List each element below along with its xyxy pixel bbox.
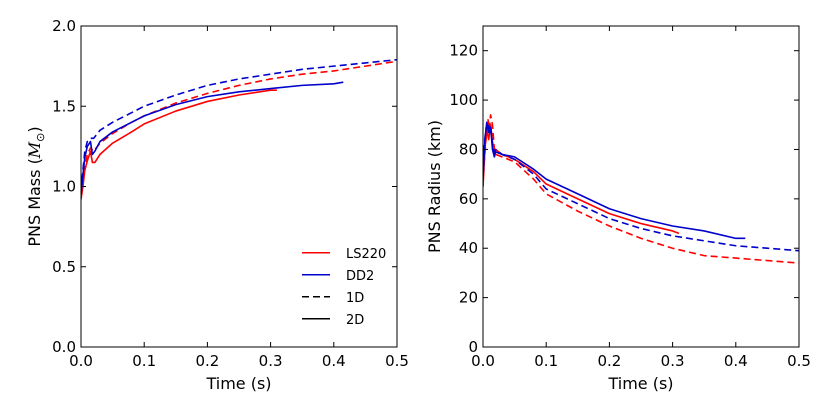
y-axis-label-subscript: ⊙ xyxy=(34,133,47,142)
x-axis-label: Time (s) xyxy=(205,374,271,393)
mass-panel: 0.0 0.1 0.2 0.3 0.4 0.5 0.0 0.5 1.0 1.5 2.0 Time (s… xyxy=(25,17,409,393)
x-tick-label: 0.1 xyxy=(534,352,558,370)
series-line-ls220-2d xyxy=(81,89,277,200)
y-tick-label: 0.0 xyxy=(52,338,76,356)
y-axis-label-symbol: M xyxy=(25,141,44,159)
y-axis-label-close: ) xyxy=(25,126,44,132)
series-line-dd2-2d xyxy=(483,121,746,240)
y-tick-label: 2.0 xyxy=(52,17,76,35)
x-tick-label: 0.0 xyxy=(69,352,93,370)
series-line-dd2-2d xyxy=(81,81,344,195)
y-tick-label: 0 xyxy=(468,338,478,356)
series-group xyxy=(483,114,799,264)
y-tick-label: 0.5 xyxy=(52,258,76,276)
series-group xyxy=(81,58,397,200)
radius-panel: 0.0 0.1 0.2 0.3 0.4 0.5 0 20 40 60 80 100 120 Time (s… xyxy=(425,25,811,393)
y-axis-label: PNS Mass (M⊙) xyxy=(25,126,47,246)
legend-label-ls220: LS220 xyxy=(346,247,386,262)
x-axis-label: Time (s) xyxy=(607,374,673,393)
y-tick-label: 1.5 xyxy=(52,97,76,115)
x-tick-label: 0.0 xyxy=(471,352,495,370)
x-tick-label: 0.2 xyxy=(195,352,219,370)
legend: LS220 DD2 1D 2D xyxy=(302,247,386,328)
y-tick-label: 120 xyxy=(449,42,478,60)
y-tick-label: 1.0 xyxy=(52,178,76,196)
series-line-ls220-1d xyxy=(81,60,397,195)
series-line-dd2-1d xyxy=(483,121,799,252)
y-tick-label: 20 xyxy=(459,289,478,307)
x-tick-label: 0.5 xyxy=(787,352,811,370)
x-tick-label: 0.5 xyxy=(385,352,409,370)
x-tick-label: 0.4 xyxy=(724,352,748,370)
series-line-ls220-2d xyxy=(483,123,680,235)
x-tick-label: 0.4 xyxy=(322,352,346,370)
x-tick-label: 0.1 xyxy=(132,352,156,370)
legend-label-1d: 1D xyxy=(346,291,364,306)
legend-label-dd2: DD2 xyxy=(346,269,374,284)
y-tick-label: 40 xyxy=(459,239,478,257)
series-line-dd2-1d xyxy=(81,58,397,192)
y-axis-label: PNS Radius (km) xyxy=(425,120,444,253)
x-tick-label: 0.3 xyxy=(259,352,283,370)
y-tick-label: 60 xyxy=(459,190,478,208)
y-tick-label: 80 xyxy=(459,140,478,158)
y-axis-label-text: PNS Mass ( xyxy=(25,158,44,246)
x-tick-label: 0.2 xyxy=(597,352,621,370)
y-tick-label: 100 xyxy=(449,91,478,109)
series-line-ls220-1d xyxy=(483,114,799,264)
x-tick-label: 0.3 xyxy=(661,352,685,370)
plot-frame xyxy=(482,25,800,348)
legend-label-2d: 2D xyxy=(346,313,364,328)
